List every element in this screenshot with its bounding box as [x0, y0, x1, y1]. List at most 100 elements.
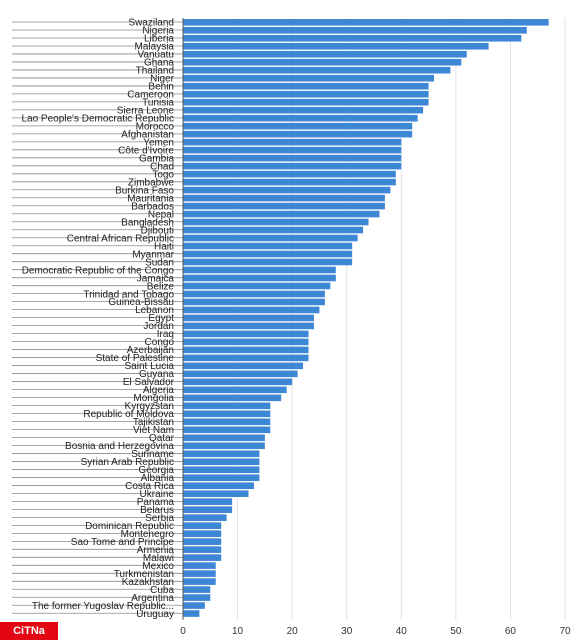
category-label: Niger [150, 74, 175, 85]
category-label: Vanuatu [137, 50, 174, 61]
category-label: Albania [141, 473, 175, 484]
bar [183, 482, 254, 490]
category-label: Burkina Faso [115, 185, 174, 196]
bar [183, 474, 260, 482]
bar [183, 234, 358, 242]
category-label: Myanmar [132, 249, 174, 260]
category-label: Mexico [142, 561, 174, 572]
bar [183, 242, 353, 250]
bar [183, 354, 309, 362]
category-label: Qatar [149, 433, 175, 444]
x-tick-label: 50 [450, 626, 462, 637]
category-label: Afghanistan [121, 129, 174, 140]
bar [183, 370, 298, 378]
category-label: Guyana [139, 369, 174, 380]
category-label: El Salvador [123, 377, 175, 388]
bar [183, 578, 216, 585]
category-label: Nepal [148, 209, 174, 220]
category-label: Kazakhstan [122, 577, 174, 588]
bar [183, 386, 287, 394]
category-label: Suriname [131, 449, 174, 460]
bar [183, 490, 249, 497]
category-label: Swaziland [128, 18, 174, 29]
bar [183, 442, 265, 450]
category-label: Uruguay [136, 609, 174, 620]
category-label: Sao Tome and Principe [71, 537, 175, 548]
category-label: Georgia [138, 465, 174, 476]
category-label: Chad [150, 161, 174, 172]
category-label: Gambia [139, 153, 174, 164]
bar [183, 162, 402, 170]
bar [183, 418, 271, 426]
bar [183, 530, 222, 537]
bar [183, 602, 205, 609]
bar [183, 562, 216, 569]
bar [183, 178, 396, 186]
row-separator-lines [12, 21, 183, 614]
category-label: Syrian Arab Republic [81, 457, 174, 468]
bar [183, 426, 271, 434]
category-label: Trinidad and Tobago [83, 289, 174, 300]
bar [183, 610, 200, 617]
x-tick-label: 0 [180, 626, 186, 637]
bar [183, 58, 462, 66]
x-tick-label: 10 [232, 626, 244, 637]
bar [183, 274, 336, 282]
x-tick-label: 70 [559, 626, 571, 637]
bar [183, 450, 260, 458]
bar [183, 594, 211, 601]
bar [183, 170, 396, 178]
category-label: Mongolia [133, 393, 174, 404]
watermark-logo: CiTNa [0, 622, 58, 640]
bar [183, 74, 435, 82]
category-label: Malawi [143, 553, 174, 564]
x-tick-labels: 0 10 20 30 40 50 60 70 [180, 626, 571, 637]
bar [183, 186, 391, 194]
category-label: Azerbaijan [127, 345, 174, 356]
category-label: Belize [147, 281, 175, 292]
x-tick-label: 60 [505, 626, 517, 637]
bar [183, 50, 467, 58]
category-label: Lao People's Democratic Republic [21, 113, 174, 124]
bar [183, 298, 325, 306]
category-label: Yemen [143, 137, 174, 148]
bar [183, 498, 233, 505]
bar [183, 282, 331, 290]
bar [183, 250, 353, 258]
category-label: Republic of Moldova [83, 409, 174, 420]
bar [183, 146, 402, 154]
category-label: Thailand [136, 66, 174, 77]
bar [183, 322, 314, 330]
category-label: Sudan [145, 257, 174, 268]
bar [183, 338, 309, 346]
category-label: Tunisia [142, 97, 174, 108]
category-label: Algeria [143, 385, 175, 396]
bar [183, 434, 265, 442]
bar [183, 210, 380, 218]
bar [183, 34, 522, 42]
category-label: Dominican Republic [85, 521, 174, 532]
category-label: Montenegro [121, 529, 175, 540]
category-label: Viet Nam [133, 425, 174, 436]
category-label: Togo [152, 169, 174, 180]
category-label: Jordan [143, 321, 174, 332]
bar [183, 362, 304, 370]
category-label: Egypt [148, 313, 174, 324]
category-label: Nigeria [142, 26, 174, 37]
bar [183, 106, 424, 114]
category-label: Haiti [154, 241, 174, 252]
bar [183, 538, 222, 545]
category-label: Ghana [144, 58, 174, 69]
bar [183, 586, 211, 593]
bar [183, 26, 527, 34]
bar [183, 394, 282, 402]
category-label: Djibouti [141, 225, 174, 236]
bar [183, 570, 216, 577]
category-label: Democratic Republic of the Congo [22, 265, 175, 276]
x-tick-label: 30 [341, 626, 353, 637]
x-tick-label: 40 [396, 626, 408, 637]
bar [183, 19, 549, 26]
bar [183, 314, 314, 322]
bar [183, 522, 222, 529]
